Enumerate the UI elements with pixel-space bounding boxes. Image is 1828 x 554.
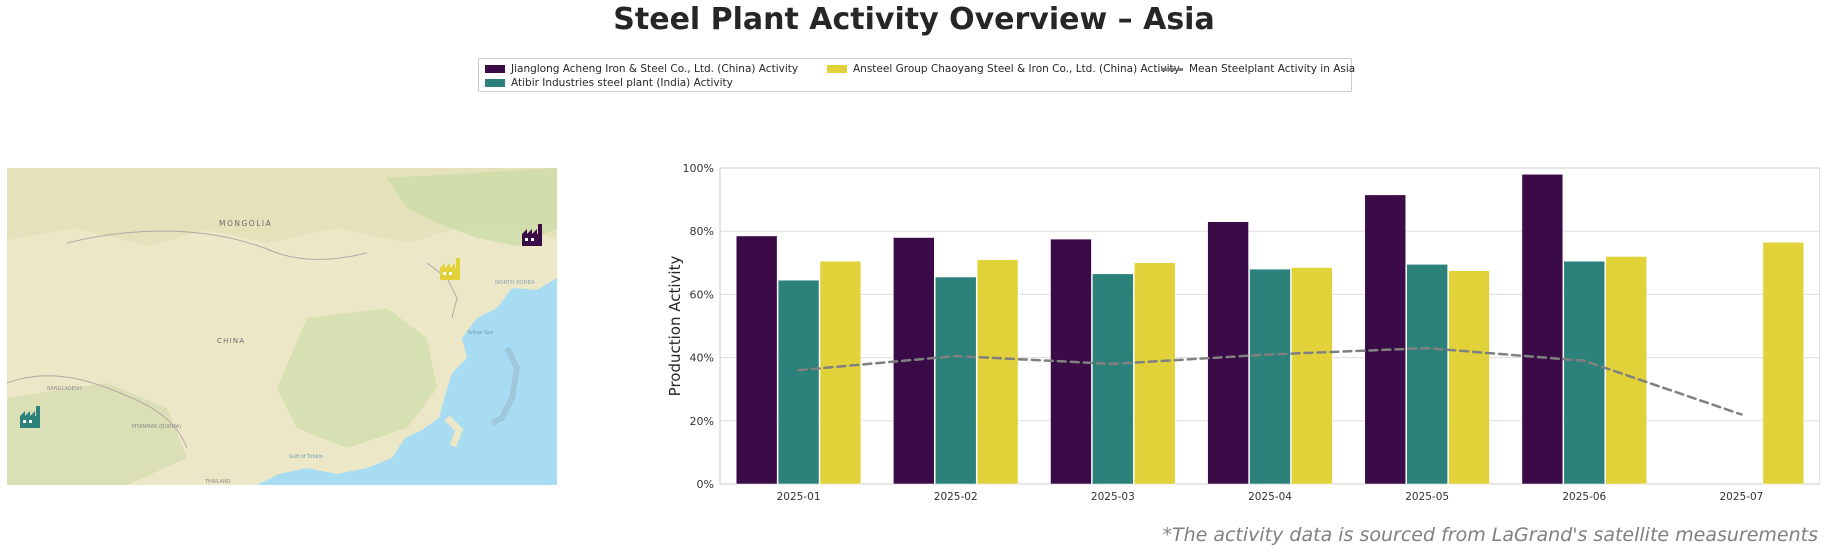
- map-label-mongolia: MONGOLIA: [219, 219, 272, 228]
- bar: [1406, 264, 1448, 485]
- legend-item-jianglong: Jianglong Acheng Iron & Steel Co., Ltd. …: [485, 61, 798, 77]
- bar: [935, 276, 977, 485]
- legend-swatch-atibir: [485, 79, 505, 87]
- x-tick-label: 2025-04: [1248, 491, 1292, 500]
- map-green-sw: [7, 383, 187, 485]
- map-border-korea: [426, 262, 458, 319]
- map-label-north-korea: NORTH KOREA: [495, 280, 535, 286]
- map-label-yellow-sea: Yellow Sea: [466, 330, 493, 336]
- mean-line: [797, 346, 1743, 416]
- bar: [1762, 242, 1805, 485]
- legend: Jianglong Acheng Iron & Steel Co., Ltd. …: [478, 58, 1355, 92]
- legend-item-mean: Mean Steelplant Activity in Asia: [1161, 61, 1355, 77]
- x-tick-label: 2025-07: [1719, 491, 1763, 500]
- map-label-gulf-tonkin: Gulf of Tonkin: [289, 454, 323, 460]
- map-taiwan: [444, 415, 464, 448]
- legend-label-jianglong: Jianglong Acheng Iron & Steel Co., Ltd. …: [511, 63, 799, 75]
- factory-icon-jianglong: [522, 224, 542, 246]
- map-label-thailand: THAILAND: [204, 479, 231, 485]
- bar: [1521, 174, 1564, 485]
- y-tick-label: 40%: [690, 352, 714, 365]
- x-tick-label: 2025-05: [1405, 491, 1449, 500]
- y-axis-label: Production Activity: [666, 256, 684, 397]
- legend-dash-mean: [1161, 67, 1183, 71]
- x-tick-label: 2025-06: [1562, 491, 1606, 500]
- legend-label-mean: Mean Steelplant Activity in Asia: [1189, 63, 1356, 75]
- x-tick-label: 2025-01: [777, 491, 821, 500]
- bar: [1448, 270, 1490, 485]
- bar: [1563, 260, 1605, 485]
- footnote: *The activity data is sourced from LaGra…: [1162, 524, 1818, 546]
- map-border-south: [7, 375, 188, 449]
- factory-icon-ansteel: [440, 258, 460, 280]
- legend-swatch-jianglong: [485, 65, 505, 73]
- chart: 0% 20% 40% 60% 80% 100% Production Activity 202…: [640, 160, 1821, 504]
- legend-swatch-ansteel: [827, 65, 847, 73]
- map: MONGOLIA CHINA NORTH KOREA MYANMAR (BURM…: [7, 168, 557, 485]
- x-tick-label: 2025-03: [1091, 491, 1135, 500]
- bar: [777, 279, 820, 485]
- y-tick-label: 20%: [690, 415, 714, 428]
- y-tick-label: 60%: [690, 288, 714, 301]
- factory-icon-atibir: [20, 406, 40, 428]
- map-green-se: [277, 308, 437, 448]
- bar: [735, 235, 778, 485]
- bar: [1249, 268, 1291, 485]
- y-tick-label: 100%: [683, 162, 714, 175]
- map-label-bangladesh: BANGLADESH: [47, 386, 82, 392]
- bar: [819, 260, 862, 485]
- bar: [1605, 256, 1647, 485]
- x-tick-label: 2025-02: [934, 491, 978, 500]
- y-tick-label: 0%: [697, 478, 714, 491]
- bar: [1134, 262, 1176, 485]
- bar: [1092, 273, 1134, 485]
- legend-item-atibir: Atibir Industries steel plant (India) Ac…: [485, 75, 733, 91]
- map-border-mongolia: [66, 230, 368, 260]
- chart-title: Steel Plant Activity Overview – Asia: [613, 2, 1215, 37]
- map-label-china: CHINA: [217, 337, 245, 345]
- bar: [1291, 267, 1333, 485]
- map-green-ne: [387, 168, 557, 246]
- map-svg: MONGOLIA CHINA NORTH KOREA MYANMAR (BURM…: [7, 168, 557, 485]
- bar: [1364, 194, 1406, 485]
- bar: [893, 237, 935, 485]
- legend-label-atibir: Atibir Industries steel plant (India) Ac…: [511, 77, 733, 89]
- bar: [1207, 221, 1249, 485]
- map-japan-coast: [490, 346, 521, 426]
- legend-item-ansteel: Ansteel Group Chaoyang Steel & Iron Co.,…: [827, 61, 1180, 77]
- chart-svg: 0% 20% 40% 60% 80% 100% Production Activity 202…: [666, 162, 1821, 503]
- y-tick-label: 80%: [690, 225, 714, 238]
- bar: [976, 259, 1019, 485]
- map-label-myanmar: MYANMAR (BURMA): [132, 424, 181, 430]
- legend-label-ansteel: Ansteel Group Chaoyang Steel & Iron Co.,…: [853, 63, 1180, 75]
